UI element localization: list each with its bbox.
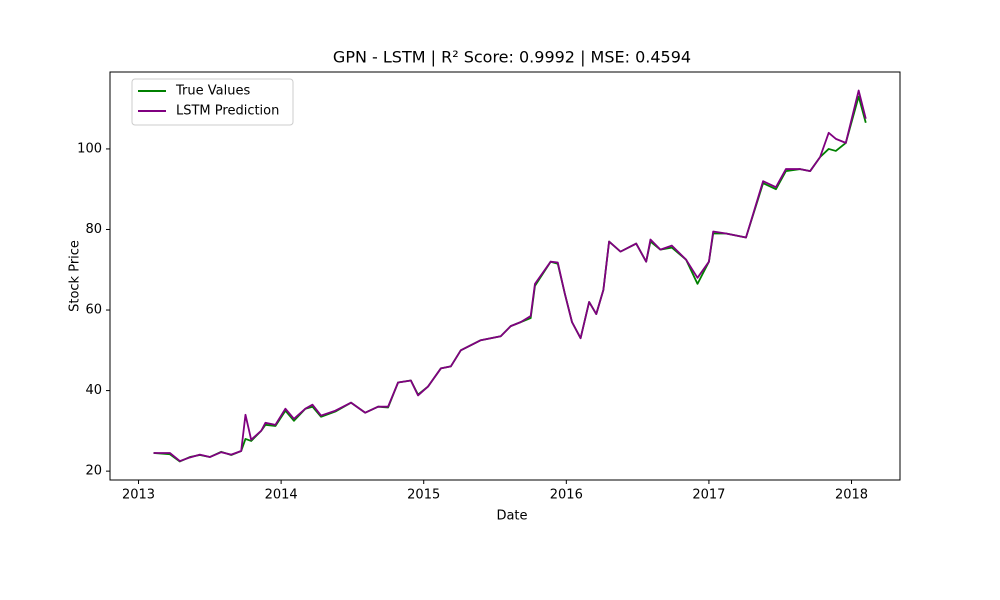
x-tick-label: 2016 <box>550 488 583 503</box>
series-line <box>153 89 867 462</box>
chart-title: GPN - LSTM | R² Score: 0.9992 | MSE: 0.4… <box>333 48 691 67</box>
x-tick-label: 2013 <box>122 488 155 503</box>
x-tick-label: 2014 <box>265 488 298 503</box>
y-tick-label: 100 <box>77 141 102 156</box>
x-tick-label: 2018 <box>835 488 868 503</box>
y-tick-label: 60 <box>85 303 102 318</box>
x-tick-label: 2015 <box>407 488 440 503</box>
plot-frame <box>109 71 901 481</box>
x-axis-label: Date <box>496 509 527 524</box>
x-tick-label: 2017 <box>692 488 725 503</box>
y-tick-label: 80 <box>85 222 102 237</box>
y-axis-label: Stock Price <box>68 240 83 312</box>
y-tick-label: 40 <box>85 383 102 398</box>
legend-label: True Values <box>175 84 250 99</box>
legend-box <box>131 78 294 126</box>
legend-label: LSTM Prediction <box>176 104 279 119</box>
y-tick-label: 20 <box>85 464 102 479</box>
